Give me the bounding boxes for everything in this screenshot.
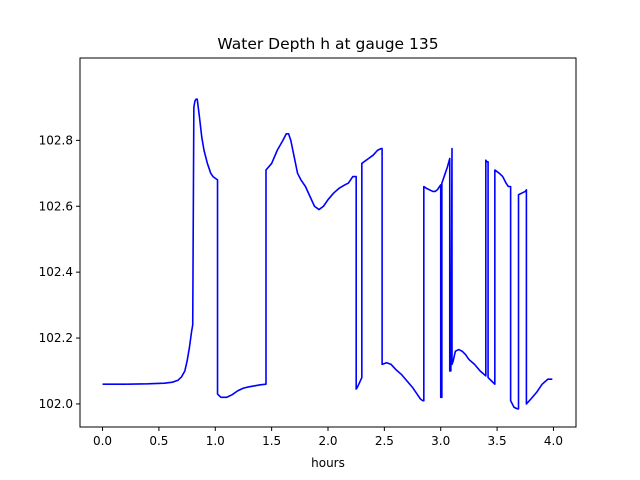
x-tick-label: 0.0 [93, 434, 112, 448]
y-tick-label: 102.4 [39, 265, 73, 279]
x-tick-label: 2.0 [318, 434, 337, 448]
x-tick-label: 4.0 [544, 434, 563, 448]
plot-area: 0.0 0.5 1.0 1.5 2.0 2.5 3.0 3.5 4.0 102.0 102.2 102… [39, 98, 563, 448]
x-tick-label: 2.5 [375, 434, 394, 448]
series-line-0 [102, 98, 553, 410]
y-tick-label: 102.6 [39, 199, 73, 213]
x-tick-label: 3.0 [431, 434, 450, 448]
y-tick-label: 102.2 [39, 331, 73, 345]
x-tick-label: 1.0 [206, 434, 225, 448]
x-tick-label: 0.5 [149, 434, 168, 448]
x-tick-label: 1.5 [262, 434, 281, 448]
chart-title: Water Depth h at gauge 135 [217, 35, 438, 53]
y-tick-label: 102.0 [39, 397, 73, 411]
y-tick-label: 102.8 [39, 133, 73, 147]
x-tick-label: 3.5 [488, 434, 507, 448]
x-axis-label: hours [311, 456, 345, 470]
axes-frame [79, 57, 577, 428]
